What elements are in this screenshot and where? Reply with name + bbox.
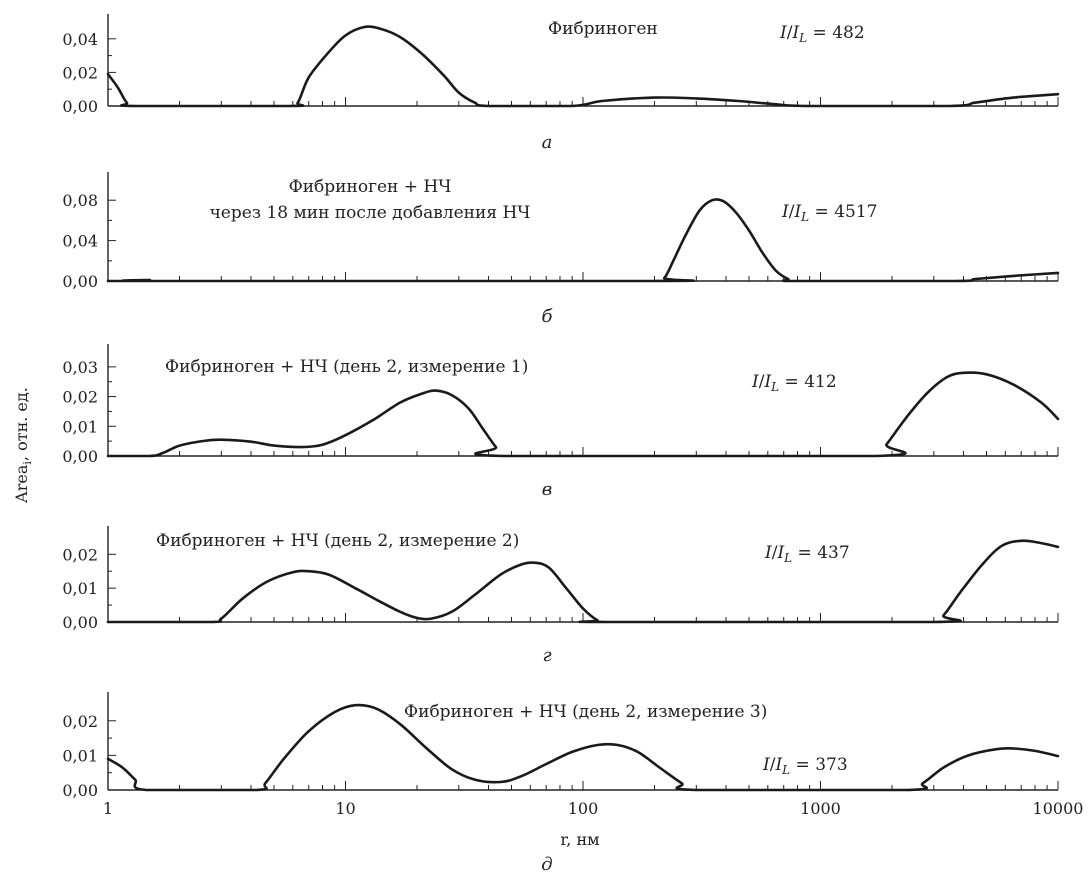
y-tick-label: 0,00	[62, 447, 98, 466]
ratio-value: 373	[815, 755, 847, 775]
ratio-value: 437	[817, 543, 849, 563]
y-tick-label: 0,00	[62, 781, 98, 800]
ratio-value: 4517	[834, 202, 877, 222]
y-tick-label: 0,03	[62, 358, 98, 377]
y-tick-label: 0,00	[62, 97, 98, 116]
panel-2: 0,00 0,04 0,08 Фибриноген + НЧ через 18 мин …	[62, 172, 1060, 327]
y-tick-label: 0,01	[62, 746, 98, 765]
ratio-value: 482	[832, 23, 864, 43]
panel-title: Фибриноген + НЧ (день 2, измерение 3)	[404, 702, 767, 722]
panel-letter: д	[541, 854, 552, 875]
panel-title: Фибриноген	[548, 19, 658, 39]
x-axis-title: r, нм	[560, 830, 599, 849]
ratio-value: 412	[804, 372, 836, 392]
y-tick-label: 0,02	[62, 712, 98, 731]
panel-letter: а	[542, 132, 553, 153]
x-tick-label: 100	[568, 799, 599, 818]
y-tick-label: 0,04	[62, 232, 98, 251]
x-tick-label: 1000	[800, 799, 841, 818]
x-tick-label: 10	[335, 799, 355, 818]
series-line	[106, 371, 1060, 458]
y-tick-label: 0,01	[62, 417, 98, 436]
panel-title: Фибриноген + НЧ (день 2, измерение 1)	[165, 357, 528, 377]
panel-title: Фибриноген + НЧ	[289, 177, 452, 197]
series-line	[106, 198, 1060, 283]
panel-1: 0,00 0,02 0,04 Фибриноген I/IL = 482 а	[62, 14, 1060, 153]
panel-title: Фибриноген + НЧ (день 2, измерение 2)	[156, 531, 519, 551]
y-tick-label: 0,02	[62, 388, 98, 407]
panel-letter: б	[542, 306, 554, 327]
intensity-ratio-label: I/IL = 373	[762, 755, 848, 777]
series-line	[106, 25, 1060, 108]
intensity-ratio-label: I/IL = 4517	[781, 202, 877, 224]
series-line	[106, 539, 1060, 624]
y-tick-label: 0,00	[62, 272, 98, 291]
y-tick-label: 0,01	[62, 579, 98, 598]
x-tick-label: 10000	[1033, 799, 1084, 818]
intensity-ratio-label: I/IL = 482	[779, 23, 865, 45]
y-tick-label: 0,02	[62, 63, 98, 82]
panel-letter: г	[542, 645, 551, 666]
y-tick-label: 0,02	[62, 545, 98, 564]
intensity-ratio-label: I/IL = 437	[764, 543, 850, 565]
y-axis-title: Areai, отн. ед.	[12, 387, 34, 504]
y-tick-label: 0,04	[62, 30, 98, 49]
y-axis-title-rest: , отн. ед.	[12, 387, 31, 461]
y-axis-title-sub: i	[21, 461, 34, 465]
panel-4: 0,00 0,01 0,02 Фибриноген + НЧ (день 2, изм…	[62, 526, 1060, 666]
y-tick-label: 0,00	[62, 613, 98, 632]
intensity-ratio-label: I/IL = 412	[751, 372, 837, 394]
x-tick-label: 1	[103, 799, 113, 818]
y-axis-title-main: Area	[12, 464, 31, 504]
panel-letter: в	[542, 479, 552, 500]
y-tick-label: 0,08	[62, 191, 98, 210]
panel-title: через 18 мин после добавления НЧ	[210, 203, 531, 223]
panel-3: 0,00 0,01 0,02 0,03 Фибриноген + НЧ (день 2,…	[62, 344, 1060, 500]
series-line	[106, 703, 1060, 792]
panel-5: 0,00 0,01 0,02 1 10 100 1000 10000 Фибриноген + …	[62, 692, 1083, 875]
